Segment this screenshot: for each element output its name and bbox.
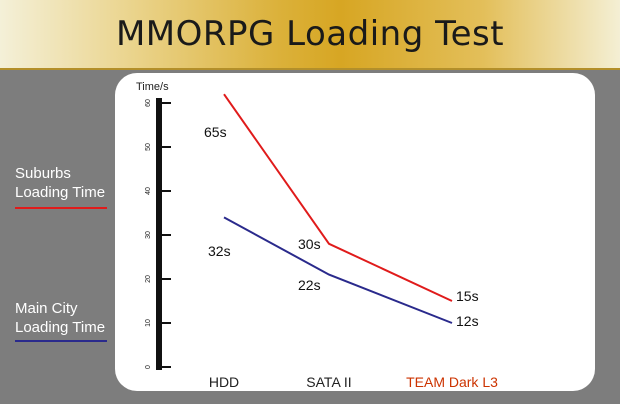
- legend-main-city-label: Main City Loading Time: [15, 299, 105, 337]
- y-tick-label: 20: [145, 275, 152, 283]
- chart-title: MMORPG Loading Test: [115, 14, 505, 54]
- title-banner: MMORPG Loading Test: [0, 0, 620, 70]
- series-line: [223, 216, 453, 324]
- data-label: 30s: [298, 236, 321, 252]
- series-line: [223, 93, 453, 302]
- y-axis: [156, 98, 162, 370]
- legend-suburbs-line1: Suburbs: [15, 165, 71, 182]
- y-axis-ticks: 0 10 20 30 40 50 60: [145, 99, 171, 369]
- series-lines: 65s 30s 15s 32s 22s 12s: [204, 93, 479, 329]
- legend-main-city-swatch: [15, 340, 107, 342]
- legend-suburbs-line2: Loading Time: [15, 184, 106, 201]
- data-label: 15s: [456, 288, 479, 304]
- x-tick-label: TEAM Dark L3: [406, 374, 498, 390]
- y-tick-label: 10: [145, 319, 152, 327]
- data-label: 65s: [204, 124, 227, 140]
- legend-main-city-line1: Main City: [15, 300, 78, 317]
- legend-suburbs-label: Suburbs Loading Time: [15, 164, 105, 202]
- x-axis-labels: HDD SATA II TEAM Dark L3: [209, 374, 498, 390]
- y-tick-label: 40: [145, 187, 152, 195]
- x-tick-label: SATA II: [306, 374, 351, 390]
- y-tick-label: 60: [145, 99, 152, 107]
- legend-suburbs-swatch: [15, 207, 107, 209]
- y-tick-label: 30: [145, 231, 152, 239]
- plot-panel: [115, 73, 595, 391]
- data-label: 32s: [208, 243, 231, 259]
- data-label: 22s: [298, 277, 321, 293]
- legend-main-city-line2: Loading Time: [15, 319, 106, 336]
- y-axis-label: Time/s: [136, 81, 169, 93]
- y-tick-label: 50: [145, 143, 152, 151]
- x-tick-label: HDD: [209, 374, 239, 390]
- data-label: 12s: [456, 313, 479, 329]
- y-tick-label: 0: [145, 365, 152, 369]
